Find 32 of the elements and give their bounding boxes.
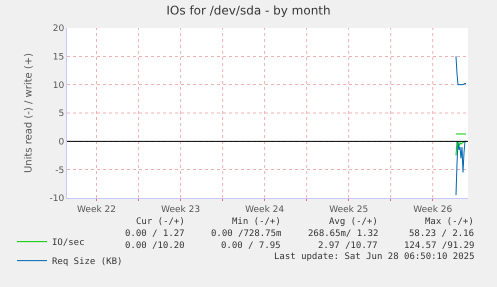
text: Last update: Sat Jun 28 06:50:10 2025 <box>274 252 474 262</box>
x-tick-label: Week 23 <box>161 204 200 215</box>
text: Max (-/+) <box>425 217 474 227</box>
text: 124.57 /91.29 <box>404 241 474 251</box>
y-tick-label: 15 <box>52 52 64 62</box>
legend-label: Req Size (KB) <box>52 257 122 268</box>
y-axis-title: Units read (-) / write (+) <box>23 52 34 174</box>
line-series <box>455 56 466 86</box>
y-tick-label: -10 <box>49 194 64 204</box>
text: Min (-/+) <box>232 217 281 227</box>
y-tick-label: 20 <box>52 24 64 34</box>
text: 0.00 /10.20 <box>125 241 185 251</box>
x-tick-label: Week 26 <box>413 204 452 215</box>
text: 2.97 /10.77 <box>318 241 378 251</box>
y-tick-label: -5 <box>55 166 64 176</box>
y-tick-label: 0 <box>58 137 64 148</box>
text: 0.00 / 1.27 <box>125 229 185 239</box>
text: 0.00 /728.75m <box>211 229 282 239</box>
line-series <box>455 140 466 196</box>
y-tick-label: 5 <box>58 109 64 120</box>
text: 0.00 / 7.95 <box>221 241 281 251</box>
text: Avg (-/+) <box>329 217 378 227</box>
y-tick-label: 10 <box>52 80 64 91</box>
line-series <box>455 140 466 156</box>
text: 268.65m/ 1.32 <box>308 229 378 239</box>
chart-title: IOs for /dev/sda - by month <box>166 3 331 18</box>
x-tick-label: Week 25 <box>329 204 368 215</box>
x-tick-label: Week 22 <box>77 204 116 215</box>
x-tick-label: Week 24 <box>245 204 284 215</box>
text: Cur (-/+) <box>136 217 185 227</box>
legend-label: IO/sec <box>52 238 85 248</box>
text: 58.23 / 2.16 <box>409 229 474 239</box>
